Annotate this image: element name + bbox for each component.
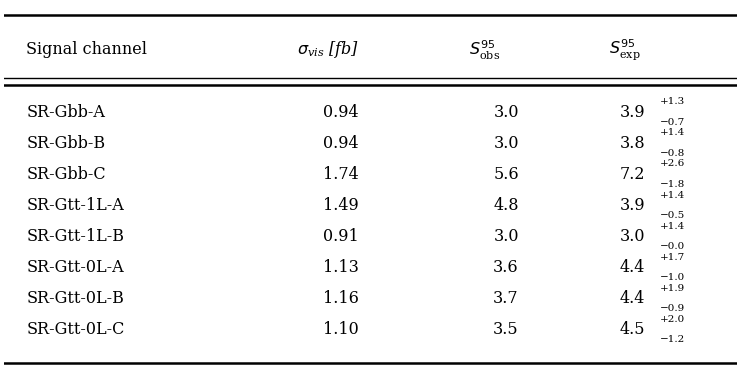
Text: −0.7: −0.7 [660, 118, 685, 127]
Text: SR-Gbb-A: SR-Gbb-A [26, 104, 105, 120]
Text: SR-Gtt-1L-A: SR-Gtt-1L-A [26, 197, 124, 214]
Text: +1.9: +1.9 [660, 284, 685, 293]
Text: −1.8: −1.8 [660, 180, 685, 189]
Text: 3.7: 3.7 [494, 290, 519, 307]
Text: $S_{\mathregular{exp}}^{95}$: $S_{\mathregular{exp}}^{95}$ [608, 38, 640, 62]
Text: +2.0: +2.0 [660, 315, 685, 324]
Text: 3.0: 3.0 [494, 135, 519, 151]
Text: $\sigma_{\mathregular{vis}}$ [fb]: $\sigma_{\mathregular{vis}}$ [fb] [297, 39, 359, 60]
Text: Signal channel: Signal channel [26, 42, 147, 58]
Text: SR-Gbb-C: SR-Gbb-C [26, 166, 106, 183]
Text: 1.10: 1.10 [323, 321, 359, 338]
Text: 3.0: 3.0 [619, 228, 645, 245]
Text: −1.2: −1.2 [660, 335, 685, 344]
Text: +1.4: +1.4 [660, 222, 685, 231]
Text: SR-Gtt-0L-C: SR-Gtt-0L-C [26, 321, 124, 338]
Text: −0.0: −0.0 [660, 242, 685, 251]
Text: $S_{\mathregular{obs}}^{95}$: $S_{\mathregular{obs}}^{95}$ [469, 38, 501, 62]
Text: 4.8: 4.8 [494, 197, 519, 214]
Text: 3.9: 3.9 [619, 197, 645, 214]
Text: −0.5: −0.5 [660, 211, 685, 220]
Text: +1.7: +1.7 [660, 253, 685, 262]
Text: −0.8: −0.8 [660, 149, 685, 158]
Text: 3.0: 3.0 [494, 104, 519, 120]
Text: SR-Gbb-B: SR-Gbb-B [26, 135, 105, 151]
Text: 3.5: 3.5 [494, 321, 519, 338]
Text: SR-Gtt-0L-B: SR-Gtt-0L-B [26, 290, 124, 307]
Text: 4.4: 4.4 [619, 290, 645, 307]
Text: +2.6: +2.6 [660, 159, 685, 168]
Text: 3.0: 3.0 [494, 228, 519, 245]
Text: 1.16: 1.16 [323, 290, 359, 307]
Text: −0.9: −0.9 [660, 304, 685, 313]
Text: 0.94: 0.94 [323, 104, 359, 120]
Text: 1.74: 1.74 [323, 166, 359, 183]
Text: 4.5: 4.5 [619, 321, 645, 338]
Text: +1.4: +1.4 [660, 190, 685, 200]
Text: 3.6: 3.6 [494, 259, 519, 276]
Text: 5.6: 5.6 [494, 166, 519, 183]
Text: 1.13: 1.13 [323, 259, 359, 276]
Text: 1.49: 1.49 [323, 197, 359, 214]
Text: SR-Gtt-1L-B: SR-Gtt-1L-B [26, 228, 124, 245]
Text: +1.4: +1.4 [660, 128, 685, 137]
Text: 0.94: 0.94 [323, 135, 359, 151]
Text: 3.9: 3.9 [619, 104, 645, 120]
Text: −1.0: −1.0 [660, 273, 685, 282]
Text: 3.8: 3.8 [619, 135, 645, 151]
Text: 0.91: 0.91 [323, 228, 359, 245]
Text: +1.3: +1.3 [660, 97, 685, 106]
Text: 4.4: 4.4 [619, 259, 645, 276]
Text: 7.2: 7.2 [619, 166, 645, 183]
Text: SR-Gtt-0L-A: SR-Gtt-0L-A [26, 259, 124, 276]
